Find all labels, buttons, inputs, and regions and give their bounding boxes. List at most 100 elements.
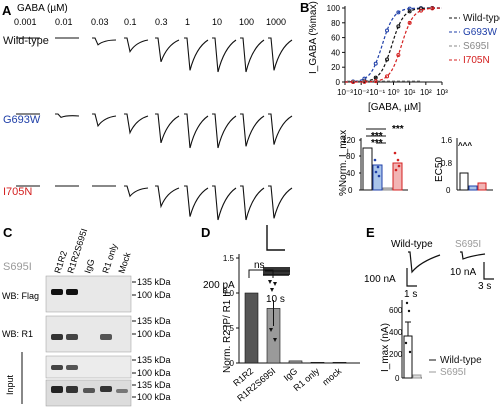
conc-label: 0.03 [91,17,109,27]
legend-g693w: G693W [463,27,497,38]
scale2-time: 3 s [478,281,491,292]
x-axis-label: [GABA, µM] [368,102,421,113]
d-ytick-label: 0.5 [223,324,235,333]
d-ytick-label: 1.5 [223,254,235,263]
panel-label-a: A [2,3,12,18]
bar1-ytick: 120 [342,136,356,145]
lane-label: Mock [116,251,132,275]
scale-current-label: 200 pA [203,280,235,291]
ec50-bar-chart: EC50 0 0.8 1.6 ^^^ [434,136,493,195]
current-trace [268,185,293,219]
x-tick-label: 10⁻¹ [369,88,385,97]
e-ytick: 200 [389,350,403,359]
conc-label: 10 [212,17,222,27]
scale1-current: 100 nA [364,274,396,285]
coip-bar [332,361,347,364]
panel-label-e: E [366,225,375,240]
coip-bar [288,360,303,364]
kda-markers: 135 kDa 100 kDa 135 kDa 100 kDa 135 kDa … [132,277,171,402]
conc-label: 0.3 [155,17,168,27]
current-trace [212,113,237,149]
y-tick-label: 0 [336,78,341,87]
panel-label-d: D [201,225,210,240]
e-legend-s695i: S695I [440,367,466,378]
scale-time-label: 10 s [266,294,285,305]
current-trace [212,37,237,73]
bar-i705n [392,162,403,191]
dose-response-chart: 0 20 40 60 80 100 10⁻³ 10⁻² 10⁻¹ 10⁰ 10¹ 10² 10³ I_… [308,1,500,113]
y-tick-label: 100 [327,4,341,13]
concentration-labels: 0.001 0.01 0.03 0.1 0.3 1 10 100 1000 [14,17,286,27]
x-tick-label: 10¹ [404,88,416,97]
trace-label-wild-type: Wild-type [391,239,433,250]
dose-response-curve [345,7,442,83]
x-tick-label: 10² [420,88,432,97]
data-point [385,28,390,33]
data-point [362,79,367,84]
dose-response-curve [344,7,442,83]
current-trace [155,37,180,62]
sig-ns: ns [254,260,265,271]
sig-marker: ^^^ [458,141,472,150]
panel-a-title: GABA (µM) [17,3,68,14]
conc-label: 1000 [266,17,286,27]
current-trace [124,37,149,54]
conc-label: 0.001 [14,17,37,27]
legend-i705n: I705N [463,55,490,66]
current-trace [55,113,80,119]
d-category-label: mock [320,366,343,388]
blot-input-1 [45,355,132,379]
data-point [385,74,390,79]
current-trace [155,185,180,209]
current-trace [184,185,209,217]
scale1-time: 1 s [404,289,417,300]
bar1-y-label: %Norm. I_max [338,130,349,196]
ec50-bar-i705n [477,182,487,191]
data-point [273,282,277,286]
bar2-ytick: 1.6 [441,136,453,145]
lane-labels: R1R2 R1R2S695I IgG R1 only Mock [52,227,132,274]
bar2-ytick: 0 [446,186,451,195]
current-traces [16,37,293,272]
western-blots [45,275,132,407]
bar2-ytick: 0.8 [441,159,453,168]
y-tick-label: 80 [331,19,340,28]
kda-marker: 100 kDa [137,290,171,300]
kda-marker: 100 kDa [137,368,171,378]
blot-label-flag: WB: Flag [2,291,39,301]
current-trace [268,113,293,145]
d-ytick-label: 1.0 [223,289,235,298]
norm-imax-bar-chart: %Norm. I_max 0 40 80 120 *** *** *** [338,124,408,196]
trace-label-s695i: S695I [455,239,481,250]
current-trace-wild-type [408,251,441,274]
e-y-label: I_max (nA) [380,323,391,372]
current-trace [268,37,293,71]
kda-marker: 100 kDa [137,392,171,402]
x-tick-label: 10⁻² [353,88,369,97]
data-point [418,8,423,13]
conc-label: 100 [239,17,254,27]
row-label-g693w: G693W [3,114,41,126]
bar1-ytick: 0 [348,186,353,195]
bar-wild-type [362,147,373,191]
data-point [396,10,401,15]
data-point [373,61,378,66]
y-axis-label: I_GABA (%max) [308,1,319,74]
data-point [407,9,412,14]
scale2-current: 10 nA [450,267,476,278]
current-trace [92,113,117,128]
current-trace [212,185,237,221]
e-ytick: 400 [389,328,403,337]
data-point [351,79,356,84]
lane-label: IgG [82,258,96,275]
x-tick-label: 10⁰ [387,88,399,97]
data-point [396,24,401,29]
ec50-bar-wild-type [459,172,469,191]
scale-bar-e2 [483,262,494,280]
panel-label-c: C [3,225,13,240]
conc-label: 0.1 [124,17,137,27]
e-legend-wild-type: Wild-type [440,355,482,366]
e-ytick: 600 [389,306,403,315]
legend: Wild-type G693W S695I I705N [449,13,500,66]
